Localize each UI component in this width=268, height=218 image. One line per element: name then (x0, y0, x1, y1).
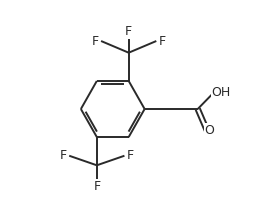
Text: OH: OH (211, 85, 231, 99)
Text: F: F (127, 149, 134, 162)
Text: F: F (92, 34, 99, 48)
Text: F: F (159, 34, 166, 48)
Text: O: O (204, 124, 214, 137)
Text: F: F (125, 25, 132, 38)
Text: F: F (93, 180, 100, 193)
Text: F: F (60, 149, 67, 162)
